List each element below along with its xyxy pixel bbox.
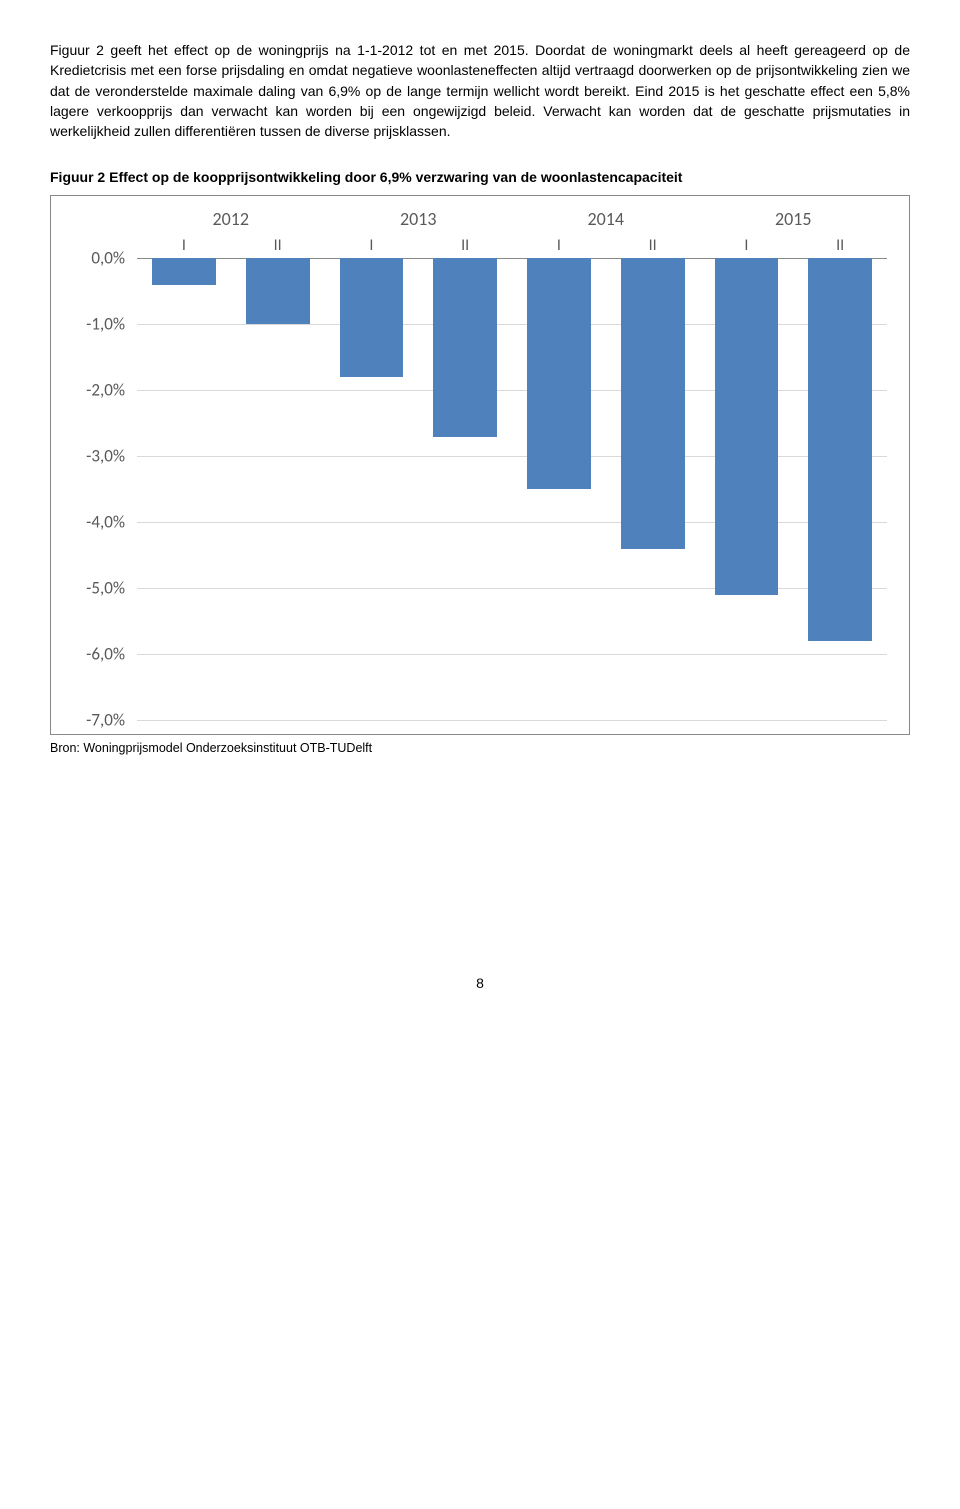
y-tick-label: -4,0% <box>65 512 125 533</box>
bar-slot <box>512 258 606 718</box>
x-sub-label: II <box>793 236 887 256</box>
x-year-label: 2015 <box>700 208 888 232</box>
x-sub-label: I <box>325 236 419 256</box>
bar-slot <box>606 258 700 718</box>
bar <box>246 258 310 324</box>
bars-group <box>137 258 887 718</box>
x-sub-label: I <box>512 236 606 256</box>
bar <box>433 258 497 436</box>
x-sub-label: II <box>418 236 512 256</box>
x-year-label: 2012 <box>137 208 325 232</box>
bar-slot <box>418 258 512 718</box>
y-tick-label: -6,0% <box>65 644 125 665</box>
y-tick-label: -7,0% <box>65 710 125 731</box>
bar-slot <box>231 258 325 718</box>
plot-area <box>137 258 887 718</box>
figure-title: Figuur 2 Effect op de koopprijsontwikkel… <box>50 169 910 185</box>
bar <box>340 258 404 377</box>
x-year-label: 2014 <box>512 208 700 232</box>
bar-slot <box>793 258 887 718</box>
bar-slot <box>137 258 231 718</box>
body-paragraph: Figuur 2 geeft het effect op de woningpr… <box>50 40 910 141</box>
y-tick-label: 0,0% <box>65 248 125 269</box>
y-tick-label: -2,0% <box>65 380 125 401</box>
page-number: 8 <box>50 975 910 991</box>
bar <box>808 258 872 641</box>
x-sub-label: I <box>700 236 794 256</box>
chart-container: 2012 2013 2014 2015 I II I II I II I II … <box>50 195 910 735</box>
x-sub-label: I <box>137 236 231 256</box>
y-tick-label: -1,0% <box>65 314 125 335</box>
y-tick-label: -5,0% <box>65 578 125 599</box>
bar <box>527 258 591 489</box>
bar-slot <box>700 258 794 718</box>
y-tick-label: -3,0% <box>65 446 125 467</box>
x-year-label: 2013 <box>325 208 513 232</box>
bar <box>152 258 216 284</box>
bar <box>715 258 779 595</box>
x-sub-label: II <box>606 236 700 256</box>
figure-source: Bron: Woningprijsmodel Onderzoeksinstitu… <box>50 741 910 755</box>
x-sub-row: I II I II I II I II <box>137 236 887 256</box>
gridline <box>137 720 887 721</box>
x-sub-label: II <box>231 236 325 256</box>
x-year-row: 2012 2013 2014 2015 <box>137 208 887 232</box>
bar-slot <box>325 258 419 718</box>
chart-area: 2012 2013 2014 2015 I II I II I II I II … <box>65 208 895 726</box>
bar <box>621 258 685 548</box>
